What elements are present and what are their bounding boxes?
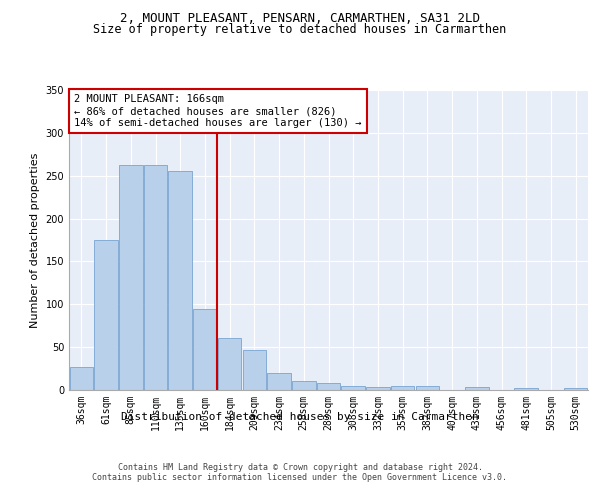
Bar — [119, 164, 143, 390]
Bar — [94, 240, 118, 390]
Bar — [218, 338, 241, 390]
Bar — [268, 373, 291, 390]
Bar — [317, 383, 340, 390]
Text: Size of property relative to detached houses in Carmarthen: Size of property relative to detached ho… — [94, 22, 506, 36]
Bar — [144, 164, 167, 390]
Bar — [366, 386, 389, 390]
Bar — [465, 386, 488, 390]
Bar — [341, 386, 365, 390]
Text: Distribution of detached houses by size in Carmarthen: Distribution of detached houses by size … — [121, 412, 479, 422]
Bar — [564, 388, 587, 390]
Bar — [292, 382, 316, 390]
Text: 2, MOUNT PLEASANT, PENSARN, CARMARTHEN, SA31 2LD: 2, MOUNT PLEASANT, PENSARN, CARMARTHEN, … — [120, 12, 480, 26]
Bar — [416, 386, 439, 390]
Bar — [242, 350, 266, 390]
Bar — [169, 172, 192, 390]
Text: 2 MOUNT PLEASANT: 166sqm
← 86% of detached houses are smaller (826)
14% of semi-: 2 MOUNT PLEASANT: 166sqm ← 86% of detach… — [74, 94, 362, 128]
Y-axis label: Number of detached properties: Number of detached properties — [30, 152, 40, 328]
Text: Contains HM Land Registry data © Crown copyright and database right 2024.
Contai: Contains HM Land Registry data © Crown c… — [92, 462, 508, 482]
Bar — [514, 388, 538, 390]
Bar — [391, 386, 415, 390]
Bar — [70, 367, 93, 390]
Bar — [193, 308, 217, 390]
